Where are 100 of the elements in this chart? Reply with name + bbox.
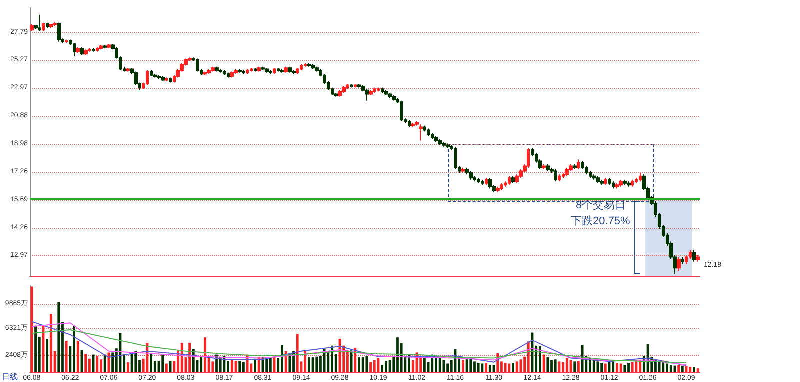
bar bbox=[481, 364, 484, 372]
candlestick bbox=[103, 44, 107, 50]
bar bbox=[100, 360, 102, 372]
bar bbox=[620, 364, 622, 372]
bar bbox=[631, 362, 634, 372]
bar bbox=[254, 358, 256, 372]
candlestick bbox=[546, 164, 550, 172]
bar bbox=[281, 345, 284, 372]
bar bbox=[550, 360, 553, 372]
candlestick bbox=[42, 22, 45, 32]
bar bbox=[612, 362, 615, 372]
bar bbox=[520, 360, 522, 372]
candlestick bbox=[562, 172, 565, 179]
candlestick bbox=[227, 72, 230, 78]
candlestick bbox=[508, 176, 511, 186]
bar bbox=[242, 362, 245, 372]
bar bbox=[331, 346, 334, 372]
bar bbox=[316, 356, 318, 372]
bar bbox=[150, 354, 152, 372]
bar bbox=[578, 360, 580, 372]
candlestick bbox=[146, 70, 149, 86]
bar bbox=[50, 314, 52, 372]
candlestick bbox=[585, 166, 588, 176]
candlestick bbox=[73, 42, 76, 57]
candlestick bbox=[307, 62, 311, 68]
candlestick bbox=[107, 44, 111, 50]
bar bbox=[323, 349, 326, 372]
candlestick bbox=[388, 92, 392, 99]
candlestick bbox=[577, 159, 580, 170]
candlestick bbox=[153, 74, 157, 78]
bar bbox=[384, 360, 388, 372]
candlestick bbox=[377, 87, 380, 92]
candlestick bbox=[423, 125, 426, 132]
bar bbox=[269, 358, 272, 372]
bar bbox=[296, 334, 299, 372]
candlestick bbox=[427, 128, 430, 137]
candlestick bbox=[592, 174, 596, 180]
candlestick bbox=[288, 66, 292, 74]
bar bbox=[546, 358, 550, 372]
candlestick bbox=[346, 84, 349, 90]
candlestick bbox=[269, 70, 272, 75]
candlestick bbox=[242, 70, 245, 75]
candlestick bbox=[250, 68, 253, 72]
candlestick bbox=[257, 66, 261, 72]
candlestick bbox=[631, 179, 634, 188]
bar bbox=[474, 362, 476, 372]
candlestick bbox=[469, 170, 473, 180]
candlestick bbox=[157, 74, 161, 80]
bar bbox=[562, 362, 565, 372]
candlestick bbox=[446, 143, 450, 149]
candlestick bbox=[338, 90, 342, 98]
bar bbox=[84, 354, 88, 372]
candlestick bbox=[246, 68, 249, 75]
bar bbox=[512, 363, 514, 372]
bar bbox=[358, 358, 360, 372]
bar bbox=[662, 362, 665, 372]
bar bbox=[516, 362, 518, 372]
candlestick bbox=[565, 167, 569, 177]
candlestick bbox=[689, 250, 692, 260]
bar bbox=[681, 366, 684, 372]
line-series bbox=[31, 330, 688, 364]
candlestick bbox=[381, 87, 384, 94]
bar bbox=[488, 365, 492, 372]
candlestick bbox=[261, 66, 265, 71]
candlestick bbox=[284, 66, 288, 74]
candlestick bbox=[685, 254, 688, 265]
annotation: 下跌20.75% bbox=[571, 216, 631, 228]
candlestick bbox=[277, 68, 280, 72]
candlestick bbox=[408, 120, 411, 128]
candlestick bbox=[84, 49, 88, 56]
candlestick bbox=[369, 90, 373, 96]
bar bbox=[146, 343, 149, 372]
bar bbox=[96, 356, 99, 372]
bar bbox=[104, 354, 106, 372]
candlestick bbox=[373, 87, 376, 94]
bar bbox=[238, 360, 242, 372]
candlestick bbox=[273, 68, 276, 75]
candlestick bbox=[596, 176, 600, 184]
bar bbox=[574, 362, 576, 372]
candlestick bbox=[354, 84, 357, 88]
candlestick bbox=[230, 71, 234, 78]
candlestick bbox=[612, 181, 615, 190]
candlestick bbox=[196, 58, 199, 72]
candlestick bbox=[92, 48, 95, 52]
candlestick bbox=[80, 46, 84, 56]
bar bbox=[592, 360, 596, 372]
candlestick bbox=[76, 46, 80, 54]
candlestick bbox=[161, 76, 165, 82]
candlestick bbox=[573, 164, 577, 170]
bar bbox=[370, 362, 372, 372]
candlestick bbox=[558, 174, 561, 182]
bar bbox=[30, 286, 34, 372]
bar bbox=[165, 364, 168, 372]
candlestick bbox=[411, 122, 415, 128]
candlestick bbox=[99, 44, 103, 50]
bar bbox=[396, 338, 399, 372]
candlestick bbox=[608, 178, 611, 186]
candlestick bbox=[265, 68, 269, 74]
candlestick bbox=[96, 46, 99, 52]
candlestick bbox=[150, 70, 153, 78]
